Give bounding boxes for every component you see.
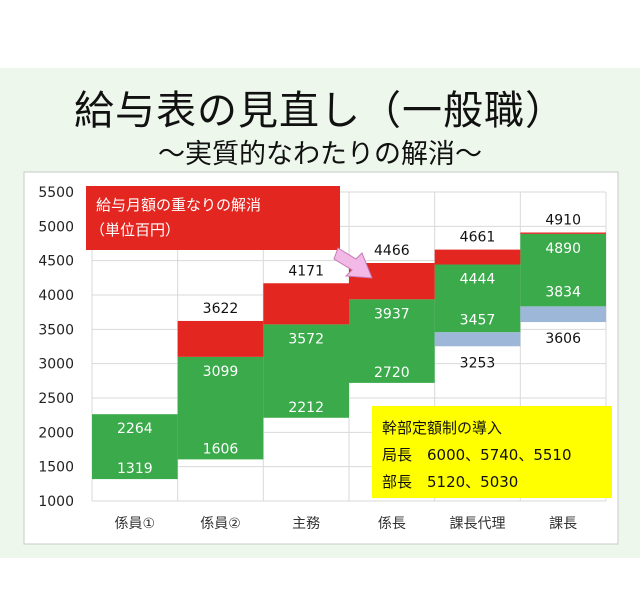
page-title: 給与表の見直し（一般職） <box>74 88 566 134</box>
y-tick-label: 3500 <box>38 322 74 338</box>
y-tick-label: 2000 <box>38 425 74 441</box>
data-label: 4444 <box>460 272 496 288</box>
data-label: 2212 <box>288 400 324 416</box>
data-label: 4890 <box>545 241 581 257</box>
band-blue <box>520 306 606 323</box>
data-label: 4171 <box>288 263 324 279</box>
x-tick-label: 主務 <box>292 516 320 532</box>
callout-arrow <box>333 247 373 279</box>
y-tick-label: 1500 <box>38 460 74 476</box>
callout-yellow-line: 部長 5120、5030 <box>382 473 518 491</box>
data-label: 3099 <box>203 364 239 380</box>
x-tick-label: 課長代理 <box>450 516 506 532</box>
callout-yellow-line: 局長 6000、5740、5510 <box>382 446 572 464</box>
data-label: 1319 <box>117 461 153 477</box>
data-label: 3622 <box>203 301 239 317</box>
page-subtitle: 〜実質的なわたりの解消〜 <box>158 139 482 170</box>
band-blue <box>434 332 521 347</box>
callout-yellow-box <box>372 406 612 498</box>
y-tick-label: 2500 <box>38 391 74 407</box>
y-tick-label: 4500 <box>38 254 74 270</box>
band-green <box>520 233 606 307</box>
data-label: 4661 <box>460 230 496 246</box>
y-tick-label: 5000 <box>38 219 74 235</box>
x-tick-label: 係員① <box>115 516 156 532</box>
band-green <box>349 299 435 383</box>
data-label: 3937 <box>374 306 410 322</box>
callout-red-box <box>86 186 340 250</box>
x-tick-label: 課長 <box>549 516 577 532</box>
band-green <box>434 264 521 333</box>
x-tick-label: 係員② <box>200 516 241 532</box>
y-tick-label: 5500 <box>38 185 74 201</box>
callout-yellow-line: 幹部定額制の導入 <box>382 419 502 437</box>
y-tick-label: 3000 <box>38 357 74 373</box>
band-green <box>263 324 349 418</box>
band-green <box>177 356 264 460</box>
data-label: 3572 <box>288 331 324 347</box>
band-green <box>92 414 178 480</box>
data-label: 1606 <box>203 441 239 457</box>
y-tick-label: 1000 <box>38 494 74 510</box>
band-red <box>263 283 349 325</box>
data-label: 4466 <box>374 243 410 259</box>
band-red <box>434 249 521 265</box>
data-label: 2720 <box>374 365 410 381</box>
y-tick-label: 4000 <box>38 288 74 304</box>
callout-red-line: 給与月額の重なりの解消 <box>96 196 261 214</box>
callout-red-line: （単位百円） <box>90 221 180 239</box>
data-label: 4910 <box>545 213 581 229</box>
data-label: 3457 <box>460 312 496 328</box>
x-tick-label: 係長 <box>378 516 406 532</box>
data-label: 2264 <box>117 421 153 437</box>
data-label: 3834 <box>545 284 581 300</box>
data-label: 3606 <box>545 331 581 347</box>
band-red <box>520 232 606 234</box>
data-label: 3253 <box>460 355 496 371</box>
band-red <box>177 320 264 357</box>
